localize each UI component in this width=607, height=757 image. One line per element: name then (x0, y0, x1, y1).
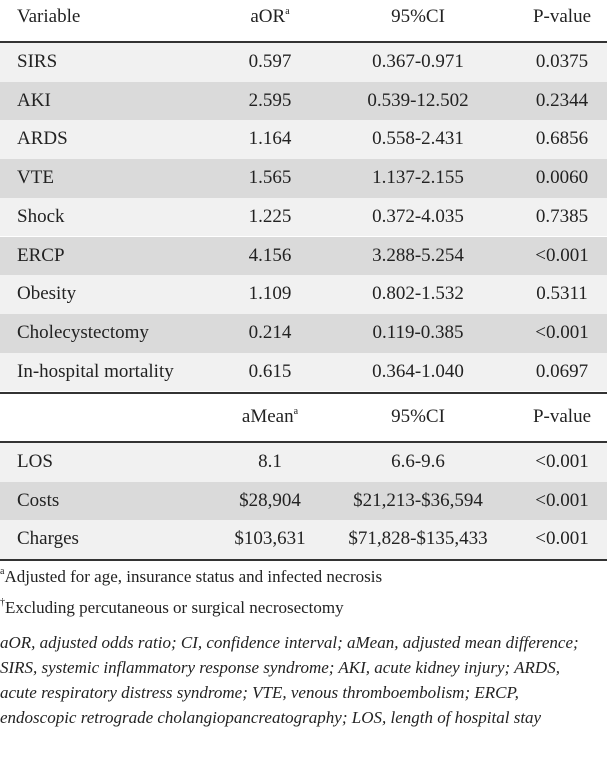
rule (0, 559, 607, 561)
table-cell: 0.5311 (536, 283, 588, 305)
table-cell: VTE (17, 167, 54, 189)
table-cell: 0.2344 (535, 89, 589, 111)
header-cell: 95%CI (391, 406, 445, 428)
table-row: In-hospital mortality 0.615 0.364-1.040 0.0… (0, 352, 607, 392)
superscript: a (285, 6, 290, 17)
table-cell: Charges (17, 528, 79, 550)
table-cell: 0.0060 (535, 167, 589, 189)
table-cell: 1.225 (248, 205, 292, 227)
rule (0, 441, 607, 443)
header-cell: aORa (250, 6, 289, 28)
table-cell: Costs (17, 489, 60, 511)
footnote-text: Adjusted for age, insurance status and i… (4, 567, 383, 586)
footnote-mark: a (0, 566, 5, 577)
header-text: aOR (250, 6, 286, 27)
table-cell: 0.0375 (535, 51, 589, 72)
table-cell: $71,828-$135,433 (348, 528, 488, 550)
table-cell: 0.367-0.971 (372, 51, 464, 72)
table-cell: 0.802-1.532 (372, 283, 464, 305)
table-row: Costs $28,904 $21,213-$36,594 <0.001 (0, 481, 607, 521)
table-cell: AKI (17, 89, 51, 111)
table-cell: 0.119-0.385 (372, 321, 464, 343)
table-cell: 8.1 (258, 451, 282, 472)
rule (0, 392, 607, 394)
table-cell: 0.539-12.502 (367, 89, 469, 111)
table-cell: 1.565 (248, 167, 292, 189)
table-cell: 0.597 (248, 51, 292, 72)
table-row: Charges $103,631 $71,828-$135,433 <0.001 (0, 520, 607, 560)
table-cell: 1.109 (248, 283, 292, 305)
footnote: aAdjusted for age, insurance status and … (0, 566, 600, 587)
header-text: aMean (241, 406, 294, 427)
table-cell: LOS (17, 451, 53, 472)
table-cell: Cholecystectomy (17, 321, 149, 343)
footnote: †Excluding percutaneous or surgical necr… (0, 597, 600, 618)
footnote-text: Excluding percutaneous or surgical necro… (5, 598, 344, 617)
header-row: Variable aORa 95%CI P-value (0, 0, 607, 40)
table-cell: 4.156 (248, 244, 292, 266)
header-cell: 95%CI (391, 6, 445, 28)
header-cell: P-value (533, 406, 591, 428)
footnote-mark: † (0, 597, 5, 608)
table-cell: 2.595 (248, 89, 292, 111)
table-cell: SIRS (17, 51, 58, 72)
table-cell: 0.6856 (535, 128, 589, 150)
table-cell: In-hospital mortality (17, 360, 174, 382)
header-row: aMeana 95%CI P-value (0, 400, 607, 440)
header-text: Variable (17, 6, 81, 27)
table-cell: <0.001 (535, 244, 589, 266)
table-cell: ARDS (17, 128, 68, 150)
header-cell: P-value (533, 6, 591, 28)
table-cell: $103,631 (234, 528, 306, 550)
table-row: ARDS 1.164 0.558-2.431 0.6856 (0, 120, 607, 160)
header-cell: aMeana (242, 406, 298, 428)
table-row: Cholecystectomy 0.214 0.119-0.385 <0.001 (0, 313, 607, 353)
table-row: SIRS 0.597 0.367-0.971 0.0375 (0, 43, 607, 82)
table-cell: 1.164 (248, 128, 292, 150)
table-cell: 0.7385 (535, 205, 589, 227)
table-cell: Obesity (17, 283, 77, 305)
table-row: VTE 1.565 1.137-2.155 0.0060 (0, 159, 607, 198)
rule (0, 41, 607, 43)
table-row: AKI 2.595 0.539-12.502 0.2344 (0, 81, 607, 121)
header-text: 95%CI (391, 406, 445, 427)
table-cell: $21,213-$36,594 (353, 489, 483, 511)
header-cell: Variable (17, 6, 80, 28)
table-cell: Shock (17, 205, 65, 227)
table-cell: 1.137-2.155 (372, 167, 464, 189)
table-cell: 0.558-2.431 (372, 128, 464, 150)
table-row: ERCP 4.156 3.288-5.254 <0.001 (0, 236, 607, 276)
header-text: P-value (532, 406, 592, 427)
table-row: Obesity 1.109 0.802-1.532 0.5311 (0, 275, 607, 314)
table-cell: 0.372-4.035 (372, 205, 464, 227)
superscript: a (293, 406, 299, 417)
table-cell: 0.0697 (535, 360, 589, 382)
table-cell: 0.214 (248, 321, 292, 343)
table-cell: <0.001 (535, 528, 589, 550)
table-cell: 0.615 (248, 360, 292, 382)
table-cell: 6.6-9.6 (391, 451, 445, 472)
table-cell: 0.364-1.040 (372, 360, 464, 382)
table-row: Shock 1.225 0.372-4.035 0.7385 (0, 197, 607, 237)
abbreviations: aOR, adjusted odds ratio; CI, confidence… (0, 633, 579, 727)
table-cell: <0.001 (535, 321, 589, 343)
table-cell: 3.288-5.254 (372, 244, 464, 266)
header-text: P-value (532, 6, 592, 27)
table-cell: <0.001 (535, 451, 589, 472)
table-cell: ERCP (17, 244, 65, 266)
table-row: LOS 8.1 6.6-9.6 <0.001 (0, 443, 607, 482)
table-cell: $28,904 (239, 489, 301, 511)
header-text: 95%CI (391, 6, 445, 27)
table-cell: <0.001 (535, 489, 589, 511)
